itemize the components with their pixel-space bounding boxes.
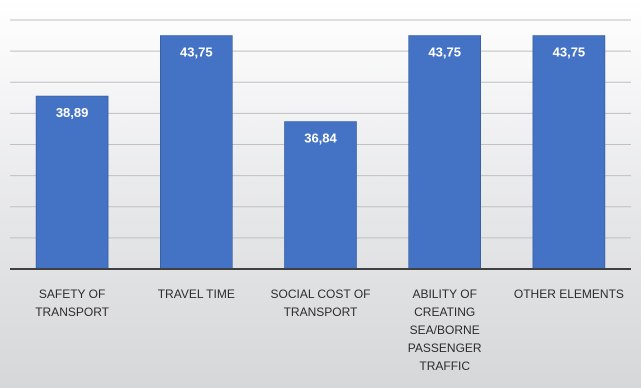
bar: [408, 35, 482, 270]
category-label-line: TRANSPORT: [35, 305, 109, 319]
bars: 38,89 43,75 36,84 43,75 43,75: [35, 35, 606, 270]
category-label: SOCIAL COST OF TRANSPORT: [270, 287, 370, 319]
category-label-line: TRAFFIC: [419, 359, 470, 373]
bar-value-label: 36,84: [304, 131, 337, 146]
category-labels: SAFETY OF TRANSPORT TRAVEL TIME SOCIAL COST…: [35, 287, 624, 373]
category-label-line: ABILITY OF: [412, 287, 476, 301]
category-label-line: PASSENGER: [408, 341, 482, 355]
bar: [284, 121, 357, 270]
category-label-line: SEA/BORNE: [410, 323, 480, 337]
category-label: OTHER ELEMENTS: [514, 287, 624, 301]
bar-value-label: 38,89: [56, 105, 89, 120]
category-label-line: TRANSPORT: [284, 305, 358, 319]
bar: [532, 35, 606, 270]
category-label-line: TRAVEL TIME: [158, 287, 235, 301]
category-label-line: OTHER ELEMENTS: [514, 287, 624, 301]
category-label-line: SAFETY OF: [39, 287, 105, 301]
category-label: TRAVEL TIME: [158, 287, 235, 301]
bar: [35, 95, 109, 270]
bar-value-label: 43,75: [180, 45, 213, 60]
bar-value-label: 43,75: [428, 45, 461, 60]
bar: [160, 35, 233, 270]
bar-value-label: 43,75: [553, 45, 586, 60]
category-label: SAFETY OF TRANSPORT: [35, 287, 109, 319]
category-label-line: CREATING: [414, 305, 475, 319]
category-label: ABILITY OF CREATING SEA/BORNE PASSENGER TRAF…: [408, 287, 482, 373]
category-label-line: SOCIAL COST OF: [270, 287, 370, 301]
